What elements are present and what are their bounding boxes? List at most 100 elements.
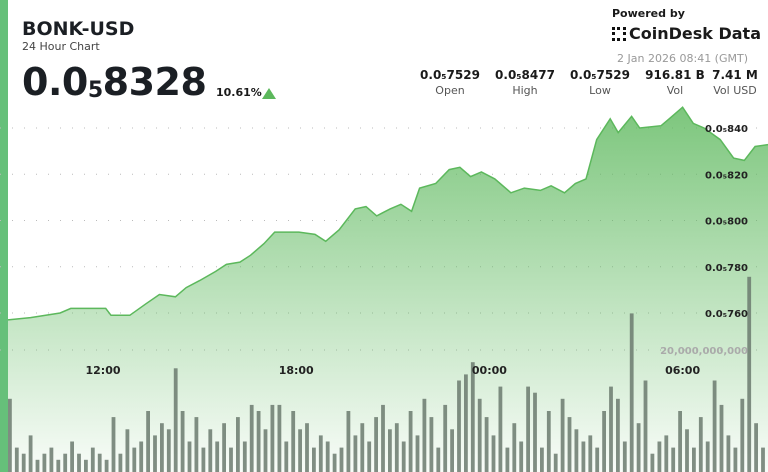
stat-high: 0.0₅8477 High bbox=[490, 68, 560, 97]
volume-bar bbox=[256, 411, 261, 472]
volume-bar bbox=[705, 441, 710, 472]
price-tick-label: 0.0₅760 bbox=[705, 309, 748, 320]
volume-bar bbox=[187, 441, 192, 472]
volume-bar bbox=[70, 441, 74, 472]
volume-bar bbox=[381, 404, 385, 472]
price-change: 10.61% bbox=[216, 86, 262, 99]
volume-bar bbox=[367, 441, 372, 472]
stat-label: Open bbox=[435, 84, 465, 97]
volume-bar bbox=[512, 423, 517, 472]
volume-bar bbox=[450, 429, 454, 472]
volume-bar bbox=[457, 380, 461, 472]
volume-bar bbox=[222, 423, 226, 472]
volume-bar bbox=[160, 423, 164, 472]
volume-bar bbox=[678, 411, 682, 472]
volume-bar bbox=[298, 429, 302, 472]
price-digits: 8328 bbox=[102, 60, 207, 104]
volume-bar bbox=[394, 423, 399, 472]
volume-bar bbox=[236, 417, 240, 472]
stat-label: High bbox=[512, 84, 538, 97]
coindesk-logo-icon bbox=[612, 26, 626, 41]
volume-bar bbox=[761, 447, 765, 472]
volume-bar bbox=[477, 398, 482, 472]
volume-bar bbox=[470, 362, 475, 472]
volume-bar bbox=[291, 411, 296, 472]
powered-by: Powered by bbox=[612, 7, 685, 20]
chart-subtitle: 24 Hour Chart bbox=[22, 40, 100, 53]
volume-bar bbox=[90, 447, 95, 472]
volume-bar bbox=[104, 459, 109, 472]
volume-bar bbox=[360, 423, 365, 472]
volume-bar bbox=[284, 441, 289, 472]
stat-label: Vol USD bbox=[713, 84, 757, 97]
volume-bar bbox=[125, 429, 130, 472]
volume-bar bbox=[533, 392, 537, 472]
price-zero-count: 5 bbox=[87, 78, 103, 103]
volume-bar bbox=[581, 441, 586, 472]
volume-bar bbox=[643, 380, 648, 472]
volume-bar bbox=[97, 453, 102, 472]
volume-bar bbox=[194, 417, 199, 472]
volume-bar bbox=[429, 417, 434, 472]
volume-bar bbox=[14, 447, 19, 472]
volume-bar bbox=[588, 435, 593, 472]
volume-bar bbox=[139, 441, 144, 472]
volume-bar bbox=[740, 398, 745, 472]
volume-bar bbox=[318, 435, 323, 472]
stat-vol: 916.81 B Vol bbox=[640, 68, 710, 97]
volume-bar bbox=[664, 435, 669, 472]
volume-bar bbox=[719, 404, 724, 472]
volume-bar bbox=[180, 411, 185, 472]
volume-bar bbox=[215, 441, 220, 472]
volume-bar bbox=[505, 447, 510, 472]
volume-bar bbox=[464, 374, 468, 472]
time-tick-label: 06:00 bbox=[665, 364, 700, 377]
volume-bar bbox=[671, 447, 676, 472]
volume-bar bbox=[270, 404, 275, 472]
current-price: 0.058328 bbox=[22, 60, 207, 104]
volume-bar bbox=[546, 411, 551, 472]
volume-bar bbox=[28, 435, 33, 472]
timestamp: 2 Jan 2026 08:41 (GMT) bbox=[617, 52, 748, 65]
volume-bar bbox=[622, 441, 627, 472]
time-tick-label: 12:00 bbox=[85, 364, 120, 377]
price-tick-label: 0.0₅820 bbox=[705, 170, 748, 181]
volume-bar bbox=[277, 404, 282, 472]
volume-bar bbox=[21, 453, 26, 472]
brand-name: CoinDesk Data bbox=[629, 24, 761, 43]
volume-bar bbox=[146, 411, 150, 472]
volume-bar bbox=[436, 447, 441, 472]
price-tick-label: 0.0₅840 bbox=[705, 124, 748, 135]
volume-bar bbox=[8, 398, 12, 472]
volume-bar bbox=[602, 411, 606, 472]
stat-value: 916.81 B bbox=[645, 68, 705, 82]
volume-bar bbox=[339, 447, 344, 472]
volume-bar bbox=[685, 429, 689, 472]
volume-bar bbox=[519, 441, 524, 472]
volume-bar bbox=[422, 398, 427, 472]
volume-bar bbox=[353, 435, 358, 472]
volume-bar bbox=[325, 441, 330, 472]
price-prefix: 0.0 bbox=[22, 60, 88, 104]
volume-bar bbox=[35, 459, 40, 472]
volume-bar bbox=[208, 429, 213, 472]
volume-bar bbox=[111, 417, 116, 472]
volume-bar bbox=[747, 276, 752, 472]
price-tick-label: 0.0₅780 bbox=[705, 263, 748, 274]
volume-bar bbox=[401, 441, 406, 472]
volume-bar bbox=[56, 459, 61, 472]
volume-bar bbox=[567, 417, 572, 472]
volume-bar bbox=[229, 447, 233, 472]
volume-bar bbox=[49, 447, 54, 472]
volume-bar bbox=[574, 429, 579, 472]
price-tick-label: 0.0₅800 bbox=[705, 217, 748, 228]
volume-bar bbox=[754, 423, 758, 472]
volume-bar bbox=[553, 453, 558, 472]
volume-bar bbox=[346, 411, 351, 472]
volume-bar bbox=[312, 447, 316, 472]
volume-bar bbox=[84, 459, 88, 472]
volume-bar bbox=[305, 423, 309, 472]
volume-bar bbox=[498, 386, 503, 472]
stat-label: Vol bbox=[666, 84, 684, 97]
